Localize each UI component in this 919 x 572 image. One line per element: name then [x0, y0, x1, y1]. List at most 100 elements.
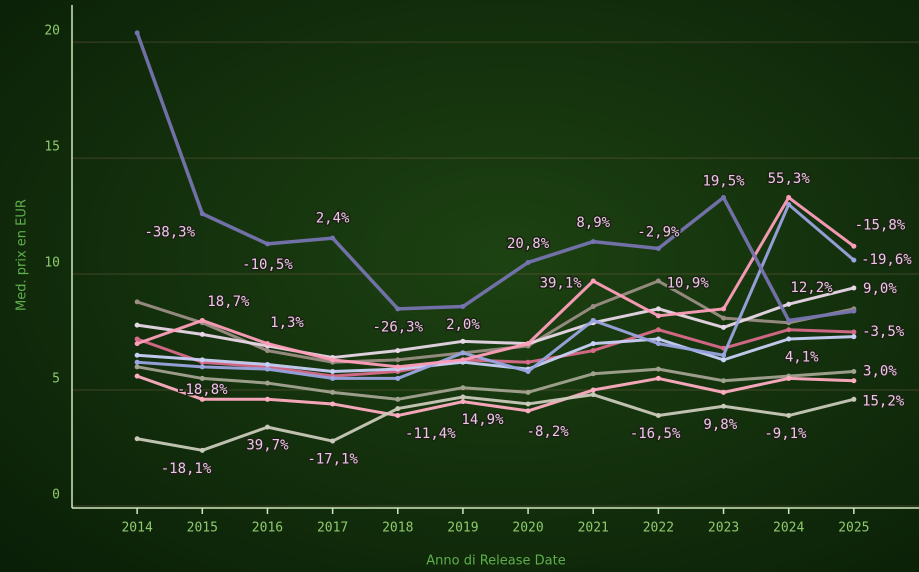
point [851, 378, 857, 384]
point [786, 317, 792, 323]
grid: 0 5 10 15 20 2014 2015 2016 2017 2018 2019 2020 2021… [44, 5, 919, 536]
point [525, 359, 531, 365]
point [330, 438, 336, 444]
annotation: 10,9% [667, 275, 710, 291]
annotation: 14,9% [461, 412, 504, 428]
point [330, 357, 336, 363]
annotation: -18,8% [177, 382, 228, 398]
point [851, 329, 857, 335]
point [199, 357, 205, 363]
point [199, 317, 205, 323]
annotation: -11,4% [405, 426, 456, 442]
point [721, 403, 727, 409]
annotation: -18,1% [161, 461, 212, 477]
point [264, 341, 270, 347]
point [655, 278, 661, 284]
annotation: -19,6% [861, 252, 912, 268]
point [134, 436, 140, 442]
point [851, 243, 857, 249]
point [721, 357, 727, 363]
point [264, 380, 270, 386]
y-axis-title: Med. prix en EUR [15, 199, 30, 311]
point [460, 338, 466, 344]
series-line [136, 393, 855, 452]
point [134, 364, 140, 370]
point [330, 235, 336, 241]
point [655, 341, 661, 347]
annotation: 12,2% [790, 280, 833, 296]
point [590, 341, 596, 347]
series-line [136, 286, 855, 360]
annotation: 2,4% [316, 210, 350, 226]
point [199, 211, 205, 217]
point [395, 396, 401, 402]
point [655, 246, 661, 252]
series-line [136, 279, 855, 364]
point [590, 239, 596, 245]
point [851, 285, 857, 291]
point [134, 341, 140, 347]
point [395, 348, 401, 354]
point [655, 366, 661, 372]
point [199, 447, 205, 453]
point [786, 413, 792, 419]
labels: -38,3% -10,5% 2,4% -26,3% 2,0% 20,8% 8,9% -2,9%… [143, 169, 914, 478]
point [525, 408, 531, 414]
point [786, 327, 792, 333]
point [851, 334, 857, 340]
point [590, 392, 596, 398]
point [786, 336, 792, 342]
point [395, 413, 401, 419]
x-tick-label: 2021 [578, 521, 609, 536]
y-tick-label: 0 [52, 488, 60, 503]
annotation: -3,5% [862, 324, 905, 340]
point [721, 389, 727, 395]
point [330, 389, 336, 395]
annotation: 4,1% [785, 350, 819, 366]
annotation: 9,8% [703, 417, 737, 433]
point [134, 359, 140, 365]
annotation: -2,9% [637, 224, 680, 240]
x-tick-label: 2025 [838, 521, 869, 536]
point [525, 389, 531, 395]
point [330, 401, 336, 407]
point [655, 413, 661, 419]
point [851, 396, 857, 402]
point [786, 375, 792, 381]
point [655, 313, 661, 319]
point [851, 257, 857, 263]
annotation: -17,1% [307, 452, 358, 468]
x-tick-label: 2023 [708, 521, 739, 536]
point [460, 350, 466, 356]
point [721, 324, 727, 330]
point [134, 352, 140, 358]
point [721, 315, 727, 321]
annotation: 8,9% [576, 215, 610, 231]
point [525, 341, 531, 347]
series-line [137, 335, 854, 373]
annotation: 15,2% [862, 394, 905, 410]
point [721, 306, 727, 312]
point [134, 30, 140, 36]
point [590, 317, 596, 323]
annotation: 9,0% [863, 281, 897, 297]
point [199, 375, 205, 381]
x-tick-label: 2022 [643, 521, 674, 536]
point [264, 424, 270, 430]
point [330, 368, 336, 374]
x-tick-label: 2024 [773, 521, 804, 536]
annotation: 55,3% [768, 171, 811, 187]
point [721, 195, 727, 201]
annotation: 39,1% [540, 275, 583, 291]
x-tick-label: 2019 [447, 521, 478, 536]
x-tick-label: 2014 [121, 521, 152, 536]
point [460, 399, 466, 405]
point [590, 278, 596, 284]
point [786, 195, 792, 201]
point [655, 375, 661, 381]
point [199, 364, 205, 370]
annotation: 1,3% [270, 315, 304, 331]
series-line [136, 196, 855, 369]
